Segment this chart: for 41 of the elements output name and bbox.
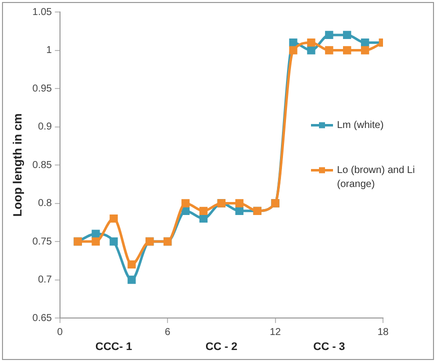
y-tick-label: 0.65 [32,312,52,324]
point [325,30,334,40]
point [128,260,136,269]
point [235,199,244,208]
point [235,206,244,215]
legend-label: Lm (white) [337,120,384,131]
x-tick-label: 6 [164,326,171,338]
text: CCC- 1 [95,341,132,354]
point [181,206,190,215]
point [360,38,370,47]
y-tick-label: 0.95 [32,83,52,94]
y-tick-label: 0.85 [32,160,52,171]
x-tick-label: 0 [57,326,64,338]
point [289,46,298,54]
point [110,237,118,246]
text: CC - 3 [313,341,346,354]
point [181,199,190,208]
point [343,30,352,40]
text: CC - 2 [206,341,238,354]
point [128,276,136,284]
point [343,46,352,54]
point [360,46,370,54]
point [110,214,118,223]
y-tick-label: 0.9 [38,122,52,132]
y-tick-label: 1 [46,45,52,56]
x-tick-label: 18 [377,326,389,338]
point [92,230,100,238]
y-tick-label: 0.8 [38,198,52,209]
point [92,237,100,246]
point [289,38,298,47]
point [199,206,208,215]
y-tick-label: 0.7 [38,274,52,286]
point [199,214,208,223]
y-tick-label: 0.75 [32,236,52,248]
x-tick-label: 12 [270,326,282,338]
y-tick-label: 1.05 [32,6,52,18]
point [307,38,316,47]
point [325,46,334,54]
y-axis-title: Loop length in cm [10,113,25,217]
legend-label: Lo (brown) and Li (orange) [337,164,415,190]
point [307,46,316,54]
